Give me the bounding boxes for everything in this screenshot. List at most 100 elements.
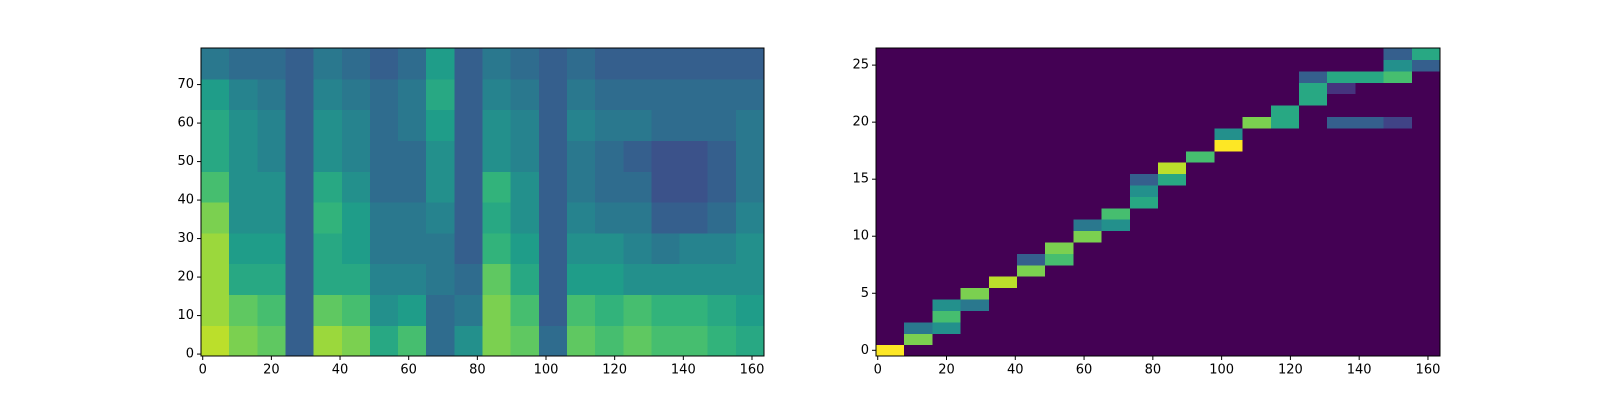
heatmap-cell xyxy=(651,263,681,295)
heatmap-cell xyxy=(1327,310,1356,323)
heatmap-cell xyxy=(1242,70,1272,83)
heatmap-cell xyxy=(1073,70,1103,83)
heatmap-cell xyxy=(454,140,484,172)
heatmap-cell xyxy=(623,325,652,357)
heatmap-cell xyxy=(313,325,343,357)
heatmap-cell xyxy=(1214,264,1244,277)
heatmap-cell xyxy=(1017,321,1046,334)
y-tick-label: 15 xyxy=(852,172,869,187)
heatmap-cell xyxy=(1129,105,1159,118)
heatmap-cell xyxy=(1383,139,1413,152)
heatmap-cell xyxy=(1017,127,1046,140)
heatmap-cell xyxy=(1186,59,1215,72)
heatmap-cell xyxy=(595,232,624,265)
heatmap-cell xyxy=(1017,276,1046,289)
heatmap-cell xyxy=(988,59,1018,72)
heatmap-cell xyxy=(1299,207,1328,220)
heatmap-cell xyxy=(1355,287,1385,300)
heatmap-cell xyxy=(1101,344,1131,357)
heatmap-cell xyxy=(1327,105,1356,118)
heatmap-cell xyxy=(1355,48,1385,61)
heatmap-cell xyxy=(1242,93,1272,106)
heatmap-cell xyxy=(1270,287,1300,300)
heatmap-cell xyxy=(1214,310,1244,323)
heatmap-cell xyxy=(1158,321,1187,334)
heatmap-cell xyxy=(538,232,568,265)
x-tick-label: 100 xyxy=(1209,363,1234,378)
heatmap-cell xyxy=(1411,276,1441,289)
heatmap-cell xyxy=(1270,207,1300,220)
heatmap-cell xyxy=(988,150,1018,163)
heatmap-cell xyxy=(876,150,905,163)
heatmap-cell xyxy=(538,294,568,326)
heatmap-cell xyxy=(1045,116,1074,129)
heatmap-cell xyxy=(595,202,624,234)
x-tick-label: 100 xyxy=(534,363,559,378)
heatmap-cell xyxy=(1017,333,1046,346)
heatmap-cell xyxy=(876,127,905,140)
heatmap-cell xyxy=(1411,173,1441,186)
heatmap-cell xyxy=(1129,139,1159,152)
heatmap-cell xyxy=(426,232,455,265)
heatmap-cell xyxy=(651,48,681,80)
heatmap-cell xyxy=(988,173,1018,186)
heatmap-cell xyxy=(988,310,1018,323)
heatmap-cell xyxy=(1129,287,1159,300)
heatmap-cell xyxy=(1101,70,1131,83)
heatmap-cell xyxy=(960,116,990,129)
heatmap-cell xyxy=(876,70,905,83)
x-tick-label: 160 xyxy=(1416,363,1441,378)
heatmap-cell xyxy=(229,263,258,295)
heatmap-cell xyxy=(313,263,343,295)
heatmap-cell xyxy=(1073,344,1103,357)
heatmap-cell xyxy=(1073,219,1103,232)
heatmap-cell xyxy=(960,162,990,175)
heatmap-cell xyxy=(1101,59,1131,72)
heatmap-cell xyxy=(1411,321,1441,334)
heatmap-cell xyxy=(1355,116,1385,129)
heatmap-cell xyxy=(1299,70,1328,83)
heatmap-cell xyxy=(426,48,455,80)
heatmap-cell xyxy=(595,325,624,357)
heatmap-cell xyxy=(623,202,652,234)
heatmap-cell xyxy=(932,219,962,232)
heatmap-cell xyxy=(1017,139,1046,152)
heatmap-cell xyxy=(1017,253,1046,266)
heatmap-cell xyxy=(1327,127,1356,140)
heatmap-cell xyxy=(1411,196,1441,209)
heatmap-cell xyxy=(960,105,990,118)
heatmap-cell xyxy=(1101,184,1131,197)
heatmap-cell xyxy=(960,241,990,254)
heatmap-cell xyxy=(1355,276,1385,289)
heatmap-cell xyxy=(1129,230,1159,243)
heatmap-cell xyxy=(1158,241,1187,254)
heatmap-cell xyxy=(1045,173,1074,186)
axes-frame xyxy=(875,47,1441,357)
heatmap-cell xyxy=(1017,150,1046,163)
heatmap-cell xyxy=(426,325,455,357)
heatmap-cell xyxy=(398,109,427,141)
heatmap-cell xyxy=(1411,93,1441,106)
heatmap-cell xyxy=(1158,127,1187,140)
heatmap-cell xyxy=(1327,48,1356,61)
heatmap-cell xyxy=(1270,219,1300,232)
heatmap-cell xyxy=(595,48,624,80)
heatmap-cell xyxy=(932,310,962,323)
heatmap-cell xyxy=(1242,310,1272,323)
heatmap-cell xyxy=(876,116,905,129)
heatmap-cell xyxy=(1101,139,1131,152)
heatmap-cell xyxy=(510,232,540,265)
heatmap-cell xyxy=(229,48,258,80)
heatmap-cell xyxy=(988,162,1018,175)
heatmap-cell xyxy=(566,294,596,326)
heatmap-cell xyxy=(595,109,624,141)
heatmap-cell xyxy=(623,294,652,326)
x-tick-label: 20 xyxy=(938,363,955,378)
heatmap-cell xyxy=(285,325,315,357)
heatmap-cell xyxy=(1327,321,1356,334)
heatmap-cell xyxy=(1214,48,1244,61)
heatmap-cell xyxy=(1186,264,1215,277)
heatmap-cell xyxy=(876,241,905,254)
heatmap-cell xyxy=(904,82,933,95)
heatmap-cell xyxy=(1101,298,1131,311)
